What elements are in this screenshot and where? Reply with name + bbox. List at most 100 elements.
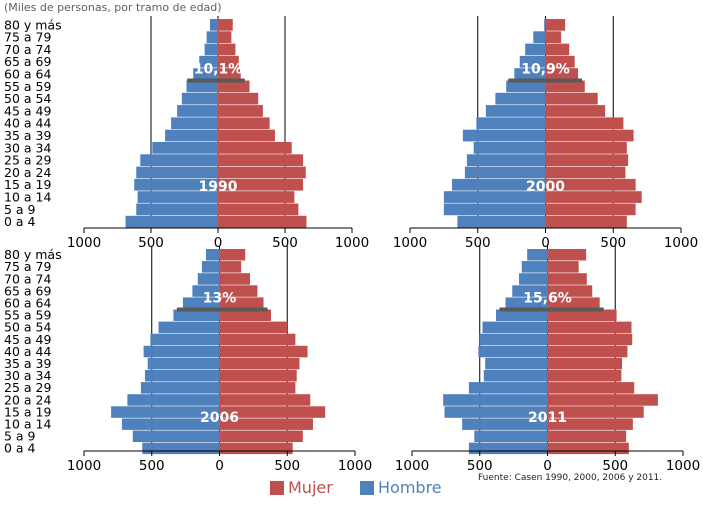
bar-mujer [547,333,633,346]
bar-hombre [464,166,546,179]
bar-hombre [519,55,546,68]
age-category-label: 80 y más [4,247,62,262]
age-category-label: 0 a 4 [4,214,36,229]
bar-hombre [193,68,218,80]
age-category-label: 35 a 39 [4,356,51,371]
bar-mujer [218,31,232,43]
bar-hombre [512,285,548,297]
bar-mujer [545,43,570,56]
age-category-label: 65 a 69 [4,283,51,298]
age-category-label: 20 a 24 [4,165,51,180]
age-category-label: 45 a 49 [4,103,51,118]
age-category-label: 50 a 54 [4,91,51,106]
age-category-label: 55 a 59 [4,79,51,94]
elderly-share-label: 10,1% [194,62,243,78]
bar-hombre [134,178,218,191]
bar-mujer [547,442,629,455]
bar-mujer [545,105,606,117]
bar-mujer [219,382,296,394]
bar-hombre [142,442,220,455]
bar-hombre [132,430,220,442]
x-tick-label: 1000 [67,235,101,251]
x-tick-label: 1000 [67,458,101,474]
bar-mujer [218,68,241,80]
bar-mujer [545,92,598,105]
bar-mujer [219,249,246,261]
bar-hombre [483,370,548,382]
bar-hombre [462,129,546,142]
bar-mujer [547,370,622,382]
pyramid-panel-2011: 1000 500 0 500 1000 15,6% 2011 [395,246,700,474]
bar-mujer [545,142,627,154]
bar-mujer [218,215,307,228]
bar-hombre [205,249,220,261]
bar-hombre [177,105,218,117]
age-category-label: 70 a 74 [4,271,51,286]
bar-mujer [545,178,636,191]
bar-mujer [545,191,642,203]
legend-label-mujer: Mujer [288,478,333,497]
age-category-label: 10 a 14 [4,190,51,205]
bar-mujer [545,117,624,130]
bar-hombre [468,382,548,394]
age-category-label: 65 a 69 [4,54,51,69]
legend-item-hombre: Hombre [360,478,442,497]
bar-mujer [219,345,308,358]
bar-hombre [443,394,548,406]
bar-hombre [140,154,218,166]
legend-item-mujer: Mujer [270,478,333,497]
chart-note: (Miles de personas, por tramo de edad) [4,1,222,14]
legend-swatch-hombre [360,480,374,495]
bar-hombre [462,418,548,430]
bar-mujer [547,430,627,442]
panel-year-title: 2000 [526,179,565,195]
bar-mujer [219,261,242,273]
bar-hombre [136,203,218,216]
bar-hombre [140,382,220,394]
x-tick-label: 0 [543,458,552,474]
bar-mujer [219,442,293,455]
bar-hombre [197,273,220,285]
bar-hombre [181,92,218,105]
bar-mujer [547,406,644,418]
bar-hombre [506,80,546,93]
x-tick-label: 500 [600,235,626,251]
bar-hombre [111,406,220,418]
bar-hombre [452,178,546,191]
age-category-label: 75 a 79 [4,30,51,45]
age-category-label: 50 a 54 [4,320,51,335]
x-tick-label: 500 [467,458,493,474]
bar-mujer [547,297,600,309]
bar-mujer [219,333,296,346]
bar-mujer [218,203,299,216]
bar-hombre [505,297,548,309]
age-category-label: 15 a 19 [4,404,51,419]
bar-hombre [444,406,548,418]
bar-hombre [125,215,218,228]
bar-mujer [219,321,288,334]
panel-year-title: 2006 [200,410,239,426]
bar-hombre [127,394,220,406]
bar-mujer [547,321,632,334]
x-tick-label: 1000 [666,458,700,474]
elderly-share-label: 10,9% [521,62,570,78]
bar-mujer [218,154,304,166]
bar-mujer [219,430,303,442]
bar-mujer [545,166,626,179]
bar-mujer [547,345,628,358]
bar-mujer [218,43,236,56]
age-category-label: 0 a 4 [4,441,36,456]
elderly-share-label: 13% [203,291,237,307]
chart-source: Fuente: Casen 1990, 2000, 2006 y 2011. [478,473,663,483]
age-category-label: 20 a 24 [4,392,51,407]
bar-mujer [218,129,275,142]
age-category-label: 80 y más [4,17,62,32]
bar-hombre [143,345,220,358]
bar-hombre [186,80,218,93]
bar-mujer [545,68,579,80]
bar-mujer [545,154,629,166]
bar-mujer [218,92,259,105]
bar-mujer [545,19,566,31]
bar-hombre [173,309,220,321]
